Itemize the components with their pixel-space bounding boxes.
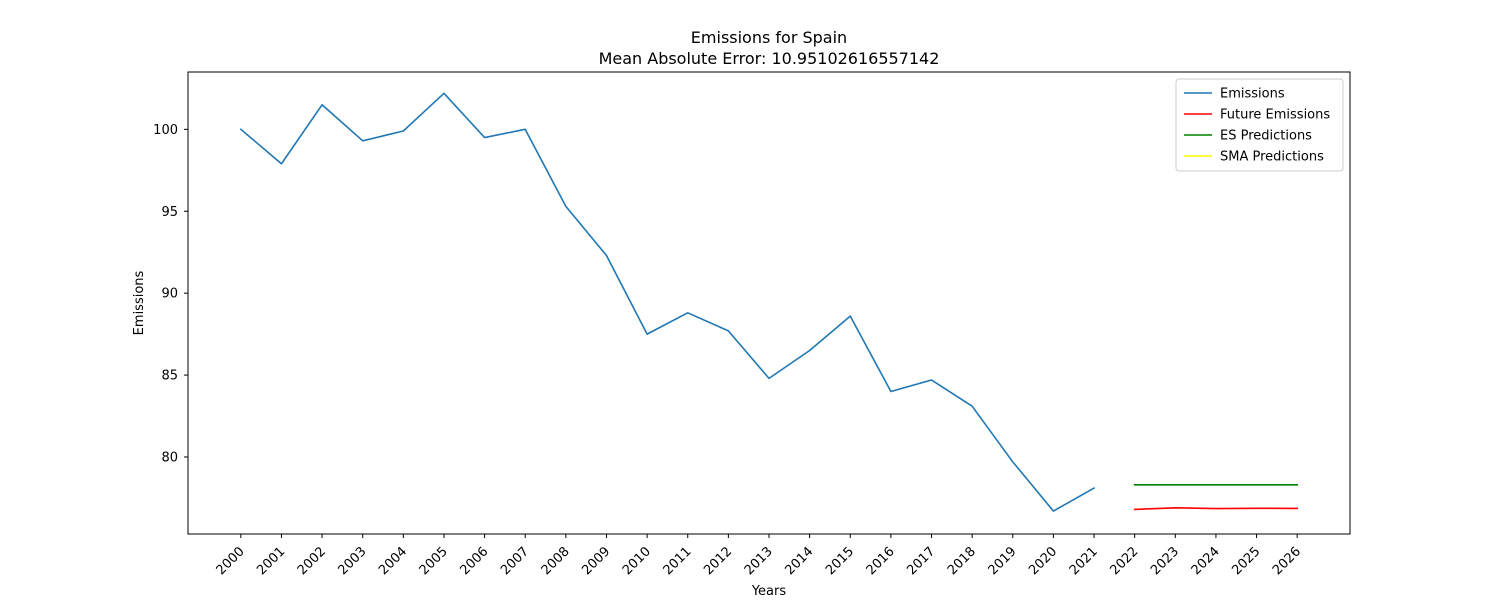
x-tick-label: 2017 xyxy=(904,544,938,578)
y-tick-label: 90 xyxy=(161,287,178,302)
x-tick-label: 2024 xyxy=(1189,544,1223,578)
x-tick-label: 2010 xyxy=(620,544,654,578)
y-tick-label: 80 xyxy=(161,451,178,466)
x-tick-label: 2026 xyxy=(1270,544,1304,578)
x-tick-label: 2025 xyxy=(1229,544,1263,578)
legend-label: Future Emissions xyxy=(1220,108,1330,123)
y-tick-label: 100 xyxy=(153,123,178,138)
x-tick-label: 2002 xyxy=(295,544,329,578)
legend-label: ES Predictions xyxy=(1220,129,1312,144)
x-tick-label: 2016 xyxy=(864,544,898,578)
legend: Emissions Future Emissions ES Predictions S… xyxy=(1175,78,1344,172)
x-tick-label: 2000 xyxy=(214,544,248,578)
x-tick-label: 2011 xyxy=(661,544,695,578)
series-line-1 xyxy=(1133,506,1298,511)
x-tick-label: 2009 xyxy=(579,544,613,578)
series-layer xyxy=(239,92,1298,512)
chart-title: Emissions for Spain xyxy=(691,28,847,47)
x-tick-label: 2012 xyxy=(701,544,735,578)
x-tick-label: 2006 xyxy=(457,544,491,578)
plot-frame xyxy=(187,71,1351,535)
y-tick-label: 95 xyxy=(161,205,178,220)
x-tick-label: 2013 xyxy=(742,544,776,578)
x-tick-label: 2020 xyxy=(1026,544,1060,578)
x-axis-ticks: 2000 2001 2002 2003 2004 2005 2006 2007 2008 2009… xyxy=(214,534,1304,578)
x-tick-label: 2001 xyxy=(254,544,288,578)
legend-box xyxy=(1175,78,1344,172)
x-axis-label: Years xyxy=(751,584,787,599)
y-axis-label: Emissions xyxy=(132,270,147,335)
series-line-0 xyxy=(239,92,1096,512)
chart-subtitle: Mean Absolute Error: 10.95102616557142 xyxy=(599,49,940,68)
x-tick-label: 2018 xyxy=(945,544,979,578)
legend-label: Emissions xyxy=(1220,87,1285,102)
x-tick-label: 2005 xyxy=(417,544,451,578)
y-axis-ticks: 80 85 90 95 100 xyxy=(153,123,188,466)
x-tick-label: 2021 xyxy=(1067,544,1101,578)
x-tick-label: 2019 xyxy=(986,544,1020,578)
x-tick-label: 2007 xyxy=(498,544,532,578)
x-tick-label: 2014 xyxy=(782,544,816,578)
x-tick-label: 2022 xyxy=(1107,544,1141,578)
y-tick-label: 85 xyxy=(161,369,178,384)
x-tick-label: 2003 xyxy=(336,544,370,578)
legend-label: SMA Predictions xyxy=(1220,150,1324,165)
x-tick-label: 2023 xyxy=(1148,544,1182,578)
x-tick-label: 2008 xyxy=(539,544,573,578)
x-tick-label: 2004 xyxy=(376,544,410,578)
x-tick-label: 2015 xyxy=(823,544,857,578)
